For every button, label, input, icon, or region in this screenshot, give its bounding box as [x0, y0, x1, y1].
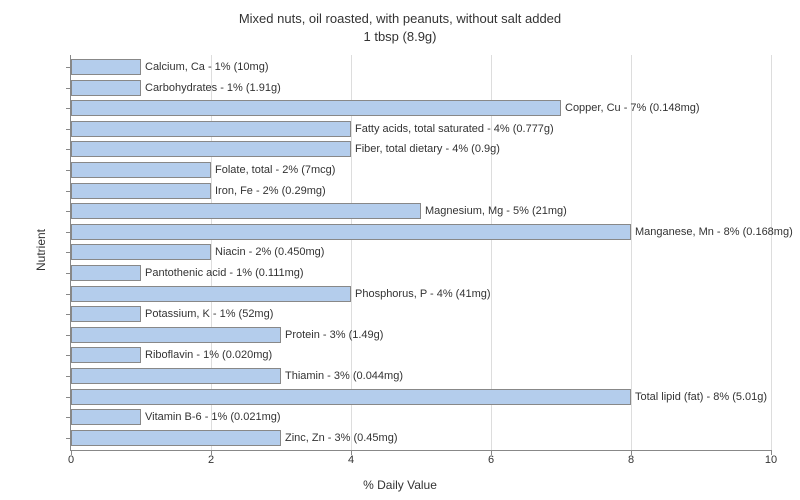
y-tick: [66, 417, 71, 418]
bar: [71, 100, 561, 116]
bar: [71, 389, 631, 405]
bar-label: Pantothenic acid - 1% (0.111mg): [141, 265, 304, 281]
bar: [71, 409, 141, 425]
chart-title: Mixed nuts, oil roasted, with peanuts, w…: [0, 0, 800, 46]
bar: [71, 265, 141, 281]
y-tick: [66, 232, 71, 233]
y-tick: [66, 273, 71, 274]
bar: [71, 141, 351, 157]
bar-label: Fatty acids, total saturated - 4% (0.777…: [351, 121, 554, 137]
y-tick: [66, 397, 71, 398]
title-line2: 1 tbsp (8.9g): [0, 28, 800, 46]
bar-label: Manganese, Mn - 8% (0.168mg): [631, 224, 793, 240]
bar: [71, 327, 281, 343]
y-tick: [66, 376, 71, 377]
y-tick: [66, 191, 71, 192]
bar: [71, 347, 141, 363]
bar: [71, 203, 421, 219]
plot-area: 0246810Calcium, Ca - 1% (10mg)Carbohydra…: [70, 55, 771, 451]
bar-label: Carbohydrates - 1% (1.91g): [141, 80, 281, 96]
gridline: [771, 55, 772, 450]
chart-container: Mixed nuts, oil roasted, with peanuts, w…: [0, 0, 800, 500]
bar-label: Vitamin B-6 - 1% (0.021mg): [141, 409, 281, 425]
y-axis-label: Nutrient: [34, 229, 48, 271]
bar: [71, 59, 141, 75]
x-tick-label: 0: [68, 450, 74, 466]
bar-label: Potassium, K - 1% (52mg): [141, 306, 273, 322]
bar: [71, 80, 141, 96]
bar: [71, 368, 281, 384]
y-tick: [66, 149, 71, 150]
y-tick: [66, 129, 71, 130]
x-tick-label: 8: [628, 450, 634, 466]
y-tick: [66, 252, 71, 253]
bar-label: Copper, Cu - 7% (0.148mg): [561, 100, 700, 116]
bar-label: Iron, Fe - 2% (0.29mg): [211, 183, 326, 199]
bar: [71, 286, 351, 302]
bar-label: Total lipid (fat) - 8% (5.01g): [631, 389, 767, 405]
bar-label: Magnesium, Mg - 5% (21mg): [421, 203, 567, 219]
title-line1: Mixed nuts, oil roasted, with peanuts, w…: [0, 10, 800, 28]
x-axis-label: % Daily Value: [363, 478, 437, 492]
y-tick: [66, 294, 71, 295]
bar-label: Fiber, total dietary - 4% (0.9g): [351, 141, 500, 157]
y-tick: [66, 67, 71, 68]
x-tick-label: 10: [765, 450, 777, 466]
bar-label: Thiamin - 3% (0.044mg): [281, 368, 403, 384]
bar: [71, 183, 211, 199]
y-tick: [66, 211, 71, 212]
bar-label: Zinc, Zn - 3% (0.45mg): [281, 430, 397, 446]
bar: [71, 244, 211, 260]
y-tick: [66, 108, 71, 109]
y-tick: [66, 170, 71, 171]
x-tick-label: 2: [208, 450, 214, 466]
y-tick: [66, 335, 71, 336]
bar: [71, 224, 631, 240]
bar-label: Phosphorus, P - 4% (41mg): [351, 286, 491, 302]
x-tick-label: 4: [348, 450, 354, 466]
y-tick: [66, 438, 71, 439]
bar-label: Riboflavin - 1% (0.020mg): [141, 347, 272, 363]
x-tick-label: 6: [488, 450, 494, 466]
bar-label: Protein - 3% (1.49g): [281, 327, 383, 343]
bar-label: Niacin - 2% (0.450mg): [211, 244, 324, 260]
bar-label: Calcium, Ca - 1% (10mg): [141, 59, 268, 75]
bar: [71, 430, 281, 446]
y-tick: [66, 314, 71, 315]
bar-label: Folate, total - 2% (7mcg): [211, 162, 335, 178]
bar: [71, 306, 141, 322]
y-tick: [66, 355, 71, 356]
bar: [71, 121, 351, 137]
bar: [71, 162, 211, 178]
y-tick: [66, 88, 71, 89]
